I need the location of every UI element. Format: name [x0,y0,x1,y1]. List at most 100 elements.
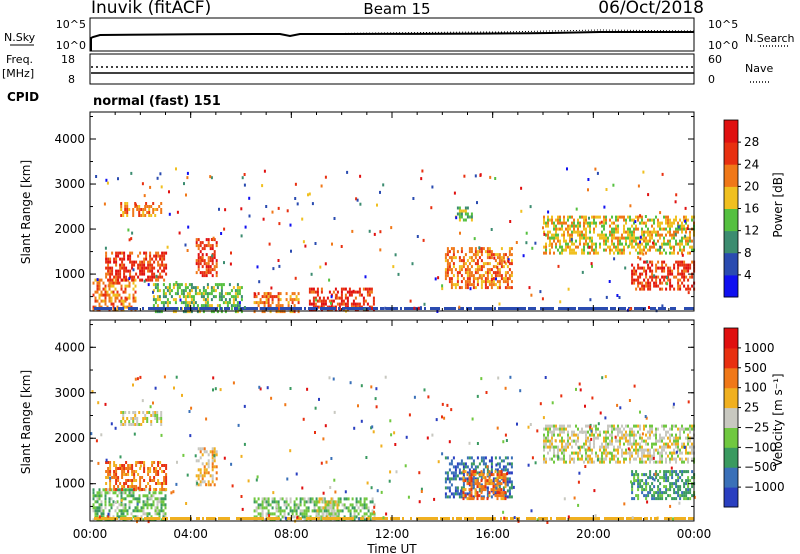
range-cell [627,244,630,248]
range-cell [651,430,653,434]
range-cell [157,482,160,485]
range-cell [96,491,99,495]
range-cell [430,517,432,520]
range-cell [587,251,589,255]
range-cell [332,506,335,510]
range-cell [586,517,588,520]
range-cell [119,263,122,267]
range-cell [655,281,658,285]
range-cell [545,427,547,431]
range-cell [271,210,274,214]
range-cell [116,517,118,520]
range-cell [267,298,270,302]
range-cell [589,433,591,437]
range-cell [448,262,451,266]
range-cell [134,299,137,303]
range-cell [319,265,322,269]
range-cell [639,275,642,279]
range-cell [633,448,635,452]
range-cell [195,244,198,248]
range-cell [543,448,545,452]
range-cell [468,215,471,219]
range-cell [147,278,150,282]
station-title: Inuvik (fitACF) [91,0,211,18]
range-cell [547,430,549,434]
range-cell [392,517,394,520]
range-cell [277,310,280,314]
range-cell [130,491,133,495]
range-cell [312,308,315,312]
range-cell [454,286,457,290]
range-cell [615,224,617,228]
range-cell [470,307,472,310]
range-cell [478,473,481,477]
range-cell [346,517,348,520]
range-cell [486,250,489,254]
range-cell [681,479,684,483]
range-cell [549,427,551,431]
range-cell [299,503,302,507]
range-cell [205,244,208,248]
range-cell [234,310,237,314]
range-cell [659,281,662,285]
range-cell [250,517,252,520]
range-cell [508,277,511,281]
range-cell [665,451,667,455]
range-cell [589,239,591,243]
range-cell [420,517,422,520]
range-cell [207,459,210,463]
range-cell [659,278,662,282]
range-cell [157,260,160,264]
range-cell [659,454,661,458]
range-cell [133,260,136,264]
range-cell [669,439,671,443]
range-cell [115,467,118,470]
range-cell [122,299,125,303]
range-cell [611,230,613,234]
range-cell [604,416,607,420]
range-cell [318,500,321,504]
range-cell [595,215,597,219]
range-cell [115,251,118,255]
range-cell [654,517,656,520]
range-cell [357,500,360,504]
range-cell [152,517,154,520]
range-cell [496,468,499,472]
range-cell [322,437,325,441]
range-cell [651,445,653,449]
range-cell [115,254,118,258]
range-cell [655,460,657,464]
range-cell [157,269,160,273]
range-cell [476,494,479,498]
range-cell [308,290,311,294]
range-cell [208,517,210,520]
range-cell [643,287,646,291]
range-cell [645,245,647,249]
range-cell [474,256,477,260]
range-cell [336,503,339,507]
range-cell [581,270,584,274]
range-cell [288,307,290,310]
range-cell [111,269,114,273]
range-cell [619,445,621,449]
range-cell [480,485,483,489]
range-cell [583,242,585,246]
range-cell [98,308,101,312]
range-cell [376,517,378,520]
nsky-tick-top: 10^5 [56,18,86,31]
range-cell [109,470,112,473]
range-cell [262,307,264,310]
range-cell [313,500,316,504]
range-cell [450,477,453,481]
range-cell [107,269,110,273]
range-cell [281,509,284,513]
range-cell [146,420,149,423]
range-cell [472,495,475,499]
range-cell [557,427,559,431]
range-cell [498,473,501,477]
range-cell [283,500,286,504]
range-cell [669,436,671,440]
range-cell [504,473,507,477]
range-cell [565,248,567,252]
range-cell [294,182,297,186]
